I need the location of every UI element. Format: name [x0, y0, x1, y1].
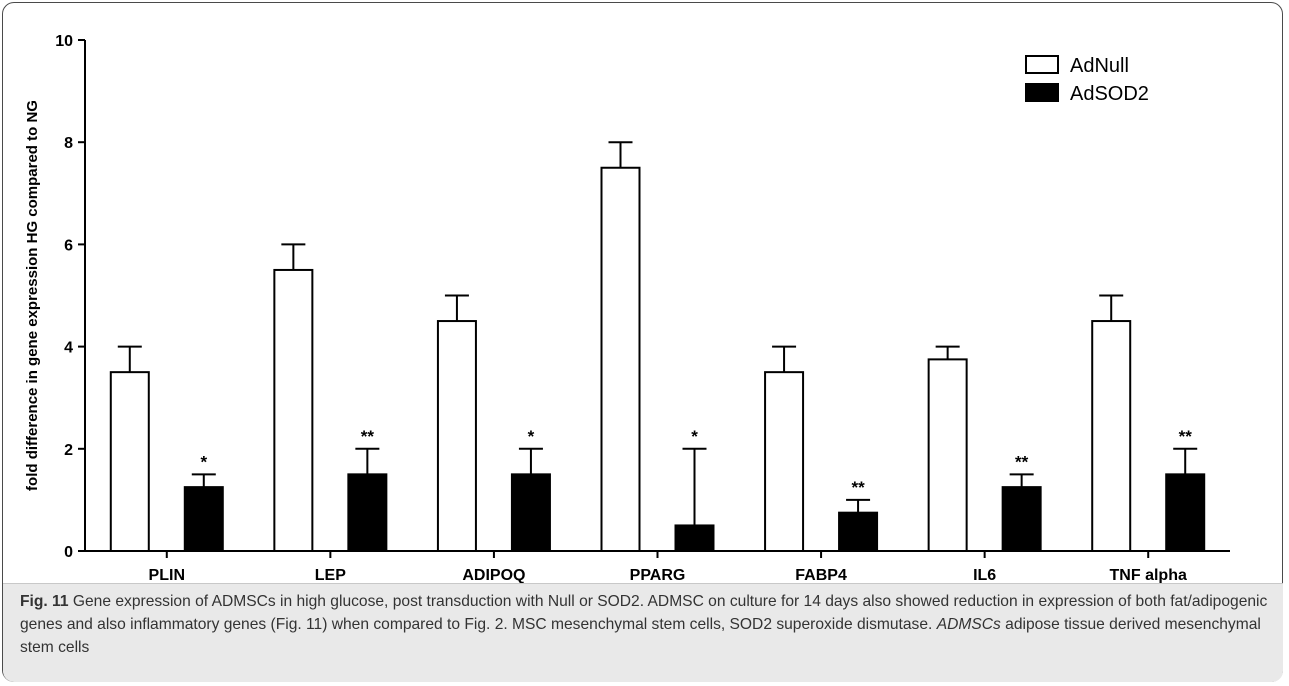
bar-adnull-plin [109, 371, 150, 552]
bar-adsod2-il6 [1001, 486, 1042, 552]
bar-adsod2-tnf-alpha [1165, 473, 1206, 553]
x-tick-label: ADIPOQ [462, 567, 525, 583]
x-tick-label: PPARG [630, 567, 686, 583]
significance-marker: ** [361, 427, 375, 446]
y-tick-label: 10 [55, 33, 73, 50]
y-tick-label: 8 [64, 135, 73, 152]
legend-swatch-adsod2 [1025, 83, 1059, 102]
significance-marker: ** [851, 478, 865, 497]
y-axis-label: fold difference in gene expression HG co… [24, 100, 41, 491]
significance-marker: ** [1179, 427, 1193, 446]
caption-text-1: Gene expression of ADMSCs in high glucos… [20, 593, 1268, 633]
chart-legend: AdNull AdSOD2 [1025, 55, 1149, 105]
x-tick-label: PLIN [149, 567, 185, 583]
significance-marker: ** [1015, 452, 1029, 471]
legend-label-adsod2: AdSOD2 [1070, 83, 1149, 105]
y-tick-label: 2 [64, 442, 73, 459]
caption-box [3, 583, 1283, 682]
bar-adnull-pparg [600, 166, 641, 552]
significance-marker: * [200, 452, 207, 471]
bar-adnull-fabp4 [764, 371, 805, 552]
chart-bars: *** * ******* [109, 141, 1206, 553]
caption-fig-label: Fig. 11 [20, 593, 69, 610]
x-tick-label: LEP [315, 567, 346, 583]
bar-adnull-il6 [927, 358, 968, 552]
legend-swatch-adnull [1025, 55, 1059, 74]
x-tick-label: TNF alpha [1110, 567, 1187, 583]
legend-label-adnull: AdNull [1070, 55, 1129, 77]
x-tick-label: IL6 [973, 567, 996, 583]
chart-axes: 0 2 4 6 8 10 fold difference in gene expressio… [24, 33, 1230, 583]
y-tick-label: 6 [64, 237, 73, 254]
caption-text-2: adipose tissue derived mesenchymal stem … [20, 616, 1261, 656]
bar-adnull-adipoq [436, 320, 477, 552]
bar-adnull-lep [273, 268, 314, 552]
significance-marker: * [528, 427, 535, 446]
bar-adsod2-pparg [674, 524, 715, 553]
bar-adsod2-adipoq [510, 473, 551, 553]
bar-chart: 0 2 4 6 8 10 fold difference in gene expressio… [24, 33, 1230, 583]
y-tick-label: 0 [64, 544, 73, 561]
bar-adsod2-lep [347, 473, 388, 553]
x-tick-label: FABP4 [795, 567, 847, 583]
y-tick-label: 4 [64, 340, 73, 357]
figure-caption: Fig. 11 Gene expression of ADMSCs in hig… [20, 590, 1270, 659]
bar-adsod2-fabp4 [838, 511, 879, 552]
significance-marker: * [691, 427, 698, 446]
bar-adsod2-plin [183, 486, 224, 552]
caption-abbreviation: ADMSCs [936, 616, 1001, 633]
bar-adnull-tnf-alpha [1091, 320, 1132, 552]
